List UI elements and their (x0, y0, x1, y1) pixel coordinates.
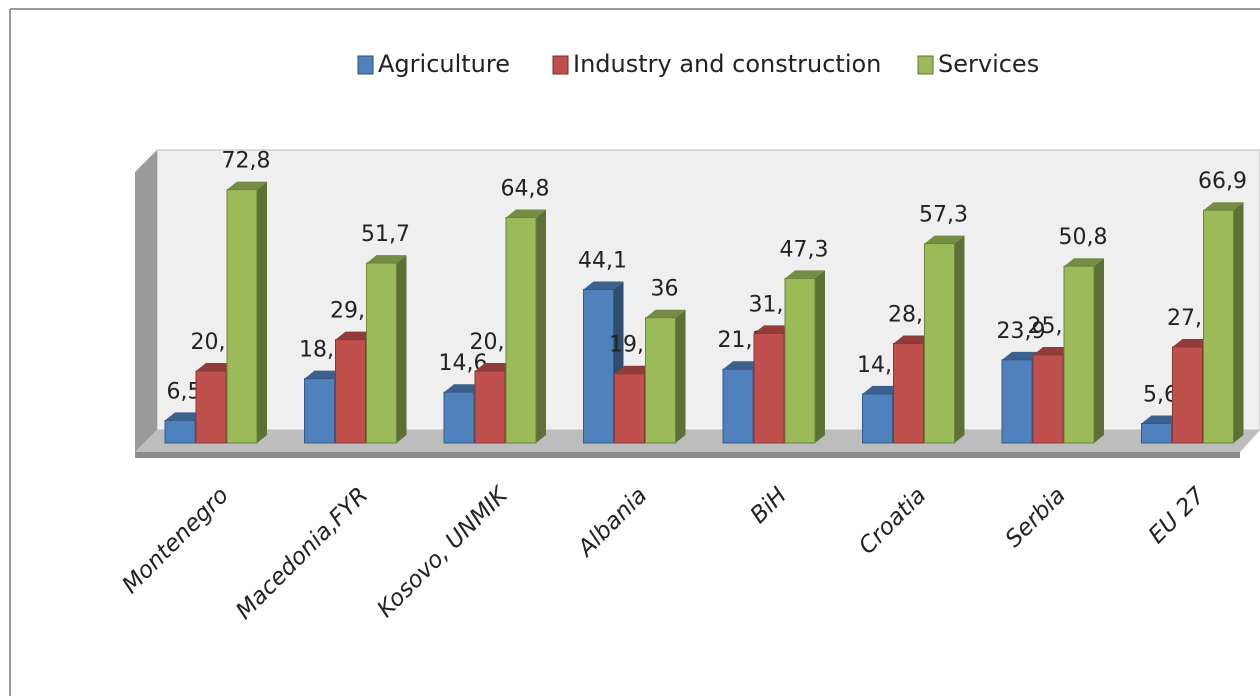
bar (722, 368, 754, 444)
bar-top (893, 335, 934, 344)
bar-top (196, 362, 236, 371)
bar-top (645, 309, 686, 318)
legend-label: Services (938, 50, 1039, 78)
bar (784, 277, 816, 444)
bar-top (862, 385, 903, 394)
bar (335, 339, 366, 444)
floor (135, 430, 1260, 452)
bar (304, 378, 335, 444)
bar-side (536, 209, 546, 443)
data-label: 47,3 (780, 237, 829, 262)
bar-top (475, 362, 515, 371)
bar-top (924, 235, 965, 244)
data-label: 51,7 (361, 222, 410, 247)
data-label: 64,8 (501, 176, 550, 201)
bar-top (304, 370, 345, 379)
bar (474, 370, 506, 444)
bar (862, 393, 893, 444)
x-tick-label: Kosovo, UNMIK (373, 481, 515, 623)
bar-top (1033, 346, 1073, 355)
bar-top (1172, 338, 1213, 347)
data-label: 57,3 (919, 203, 968, 228)
bar-side (675, 309, 686, 443)
bar-top (614, 365, 655, 374)
x-tick-label: EU 27 (1144, 482, 1211, 549)
bar-top (723, 361, 763, 370)
bar-top (1002, 351, 1042, 360)
bar-top (1064, 258, 1104, 267)
bar (614, 373, 645, 444)
bar (893, 342, 924, 444)
bar (583, 289, 614, 444)
x-tick-label: Macedonia,FYR (231, 482, 373, 624)
bar-top (506, 209, 546, 218)
data-label: 23,9 (997, 319, 1046, 344)
data-label: 50,8 (1059, 225, 1108, 250)
x-tick-label: BiH (746, 482, 792, 528)
floor-edge (135, 452, 1240, 458)
bar (1032, 354, 1064, 444)
data-label: 66,9 (1198, 169, 1247, 194)
bar-top (366, 255, 407, 264)
side-wall (135, 150, 157, 452)
data-label: 44,1 (578, 249, 627, 274)
bar-top (785, 270, 825, 279)
bar (924, 243, 955, 444)
legend-label: Agriculture (378, 50, 510, 78)
bar (1001, 359, 1033, 444)
bar-top (1141, 415, 1182, 424)
bar-side (1094, 258, 1104, 443)
bar (195, 370, 227, 444)
bar-top (444, 384, 484, 393)
bar-side (396, 255, 407, 443)
bar-top (754, 325, 794, 334)
legend-label: Industry and construction (573, 50, 881, 78)
bar (1203, 209, 1234, 444)
bar (1141, 423, 1172, 444)
bar-top (165, 412, 205, 421)
bar (1063, 265, 1095, 444)
bar-top (583, 281, 624, 290)
bar-top (335, 331, 376, 340)
bar-top (227, 181, 267, 190)
bar-top (1203, 202, 1244, 211)
bar (164, 419, 196, 444)
bar-side (815, 270, 825, 443)
data-label: 72,8 (222, 149, 271, 174)
bar (645, 317, 676, 444)
bar-side (257, 181, 267, 443)
bar (443, 391, 475, 444)
x-tick-label: Albania (572, 482, 653, 563)
data-label: 36 (651, 277, 679, 302)
x-tick-label: Montenegro (117, 482, 233, 598)
bar (1172, 346, 1203, 444)
bar-side (954, 235, 965, 443)
bar-side (1233, 202, 1244, 443)
legend-swatch (552, 55, 569, 75)
legend-swatch (917, 55, 934, 75)
x-tick-label: Croatia (854, 482, 931, 559)
bar (366, 262, 397, 444)
legend-swatch (357, 55, 374, 75)
bar (505, 216, 537, 444)
bar (753, 332, 785, 444)
bar (226, 189, 258, 444)
x-tick-label: Serbia (1001, 482, 1071, 552)
